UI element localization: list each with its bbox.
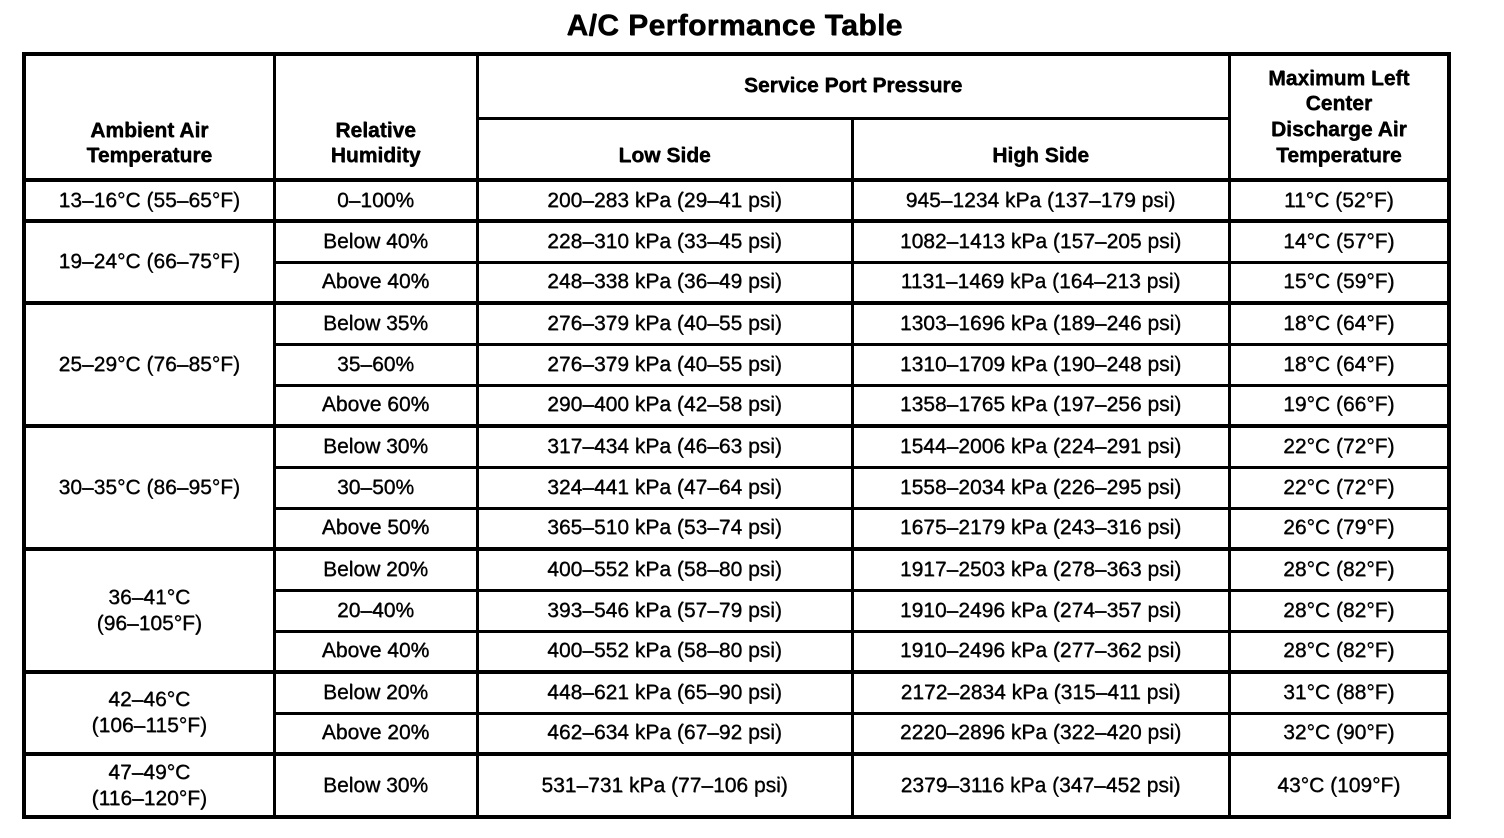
low-side-cell: 393–546 kPa (57–79 psi)	[475, 588, 854, 633]
high-side-cell: 2379–3116 kPa (347–452 psi)	[850, 752, 1231, 819]
table-row: 42–46°C (106–115°F) Below 20% 448–621 kP…	[22, 670, 1451, 756]
low-side-cell: 324–441 kPa (47–64 psi)	[475, 465, 854, 510]
ambient-cell: 13–16°C (55–65°F)	[22, 178, 276, 223]
high-side-cell: 1358–1765 kPa (197–256 psi)	[850, 383, 1231, 428]
discharge-cell: 28°C (82°F)	[1227, 629, 1451, 674]
humidity-cell: Above 40%	[272, 260, 479, 305]
table-row: Above 20% 462–634 kPa (67–92 psi) 2220–2…	[24, 711, 1451, 756]
ambient-cell: 42–46°C (106–115°F)	[22, 670, 276, 756]
low-side-cell: 448–621 kPa (65–90 psi)	[475, 670, 854, 715]
table-row: 47–49°C (116–120°F) Below 30% 531–731 kP…	[22, 752, 1451, 819]
table-row: 20–40% 393–546 kPa (57–79 psi) 1910–2496…	[24, 588, 1451, 633]
discharge-cell: 28°C (82°F)	[1227, 547, 1451, 592]
table-row: Above 50% 365–510 kPa (53–74 psi) 1675–2…	[24, 506, 1451, 551]
table-row: 30–35°C (86–95°F) Below 30% 317–434 kPa …	[22, 424, 1451, 551]
humidity-cell: Below 30%	[272, 752, 479, 819]
table-row: 35–60% 276–379 kPa (40–55 psi) 1310–1709…	[24, 342, 1451, 387]
col-header-service-port-pressure: Service Port Pressure	[475, 52, 1231, 120]
low-side-cell: 400–552 kPa (58–80 psi)	[475, 547, 854, 592]
table-row: Above 60% 290–400 kPa (42–58 psi) 1358–1…	[24, 383, 1451, 428]
ac-performance-table: Ambient Air Temperature Relative Humidit…	[22, 52, 1452, 819]
humidity-cell: Below 40%	[272, 219, 479, 264]
humidity-cell: 30–50%	[272, 465, 479, 510]
humidity-cell: Below 20%	[272, 670, 479, 715]
table-row: 30–50% 324–441 kPa (47–64 psi) 1558–2034…	[24, 465, 1451, 510]
ambient-cell: 19–24°C (66–75°F)	[22, 219, 276, 305]
ambient-cell: 30–35°C (86–95°F)	[22, 424, 276, 551]
humidity-cell: Below 30%	[272, 424, 479, 469]
discharge-cell: 11°C (52°F)	[1227, 178, 1451, 223]
high-side-cell: 2220–2896 kPa (322–420 psi)	[850, 711, 1231, 756]
table-row: 36–41°C (96–105°F) Below 20% 400–552 kPa…	[22, 547, 1451, 674]
high-side-cell: 945–1234 kPa (137–179 psi)	[850, 178, 1231, 223]
scanned-page: A/C Performance Table Ambient Air Temper…	[22, 9, 1452, 819]
discharge-cell: 18°C (64°F)	[1227, 342, 1451, 387]
table-row: 19–24°C (66–75°F) Below 40% 228–310 kPa …	[22, 219, 1451, 305]
discharge-cell: 32°C (90°F)	[1227, 711, 1451, 756]
low-side-cell: 317–434 kPa (46–63 psi)	[475, 424, 854, 469]
high-side-cell: 1131–1469 kPa (164–213 psi)	[850, 260, 1231, 305]
header-row-top: Ambient Air Temperature Relative Humidit…	[22, 52, 1451, 182]
high-side-cell: 1310–1709 kPa (190–248 psi)	[850, 342, 1231, 387]
discharge-cell: 22°C (72°F)	[1227, 465, 1451, 510]
col-header-discharge: Maximum Left Center Discharge Air Temper…	[1227, 52, 1451, 182]
humidity-cell: Above 20%	[272, 711, 479, 756]
humidity-cell: 35–60%	[272, 342, 479, 387]
discharge-cell: 15°C (59°F)	[1227, 260, 1451, 305]
col-header-low-side: Low Side	[475, 116, 854, 182]
discharge-cell: 22°C (72°F)	[1227, 424, 1451, 469]
col-header-humidity: Relative Humidity	[272, 52, 479, 182]
page-title: A/C Performance Table	[566, 9, 903, 42]
discharge-cell: 43°C (109°F)	[1227, 752, 1451, 819]
high-side-cell: 1082–1413 kPa (157–205 psi)	[850, 219, 1231, 264]
humidity-cell: 20–40%	[272, 588, 479, 633]
low-side-cell: 276–379 kPa (40–55 psi)	[475, 301, 854, 346]
low-side-cell: 248–338 kPa (36–49 psi)	[475, 260, 854, 305]
high-side-cell: 1910–2496 kPa (277–362 psi)	[850, 629, 1231, 674]
discharge-cell: 31°C (88°F)	[1227, 670, 1451, 715]
humidity-cell: Above 60%	[272, 383, 479, 428]
high-side-cell: 1544–2006 kPa (224–291 psi)	[850, 424, 1231, 469]
low-side-cell: 400–552 kPa (58–80 psi)	[475, 629, 854, 674]
high-side-cell: 1303–1696 kPa (189–246 psi)	[850, 301, 1231, 346]
ambient-cell: 47–49°C (116–120°F)	[22, 752, 276, 819]
discharge-cell: 14°C (57°F)	[1227, 219, 1451, 264]
high-side-cell: 1910–2496 kPa (274–357 psi)	[850, 588, 1231, 633]
col-header-high-side: High Side	[850, 116, 1231, 182]
table-row: Above 40% 400–552 kPa (58–80 psi) 1910–2…	[24, 629, 1451, 674]
humidity-cell: Above 40%	[272, 629, 479, 674]
high-side-cell: 1917–2503 kPa (278–363 psi)	[850, 547, 1231, 592]
humidity-cell: 0–100%	[272, 178, 479, 223]
humidity-cell: Below 20%	[272, 547, 479, 592]
ambient-cell: 25–29°C (76–85°F)	[22, 301, 276, 428]
high-side-cell: 1675–2179 kPa (243–316 psi)	[850, 506, 1231, 551]
humidity-cell: Below 35%	[272, 301, 479, 346]
table-row: Above 40% 248–338 kPa (36–49 psi) 1131–1…	[24, 260, 1451, 305]
low-side-cell: 276–379 kPa (40–55 psi)	[475, 342, 854, 387]
discharge-cell: 18°C (64°F)	[1227, 301, 1451, 346]
low-side-cell: 531–731 kPa (77–106 psi)	[475, 752, 854, 819]
humidity-cell: Above 50%	[272, 506, 479, 551]
ambient-cell: 36–41°C (96–105°F)	[22, 547, 276, 674]
discharge-cell: 28°C (82°F)	[1227, 588, 1451, 633]
discharge-cell: 26°C (79°F)	[1227, 506, 1451, 551]
discharge-cell: 19°C (66°F)	[1227, 383, 1451, 428]
high-side-cell: 1558–2034 kPa (226–295 psi)	[850, 465, 1231, 510]
col-header-ambient: Ambient Air Temperature	[22, 52, 276, 182]
table-row: 13–16°C (55–65°F) 0–100% 200–283 kPa (29…	[22, 178, 1451, 223]
table-row: 25–29°C (76–85°F) Below 35% 276–379 kPa …	[22, 301, 1451, 428]
low-side-cell: 228–310 kPa (33–45 psi)	[475, 219, 854, 264]
low-side-cell: 290–400 kPa (42–58 psi)	[475, 383, 854, 428]
low-side-cell: 365–510 kPa (53–74 psi)	[475, 506, 854, 551]
low-side-cell: 200–283 kPa (29–41 psi)	[475, 178, 854, 223]
low-side-cell: 462–634 kPa (67–92 psi)	[475, 711, 854, 756]
high-side-cell: 2172–2834 kPa (315–411 psi)	[850, 670, 1231, 715]
header-row-sub: Low Side High Side	[24, 116, 1449, 182]
